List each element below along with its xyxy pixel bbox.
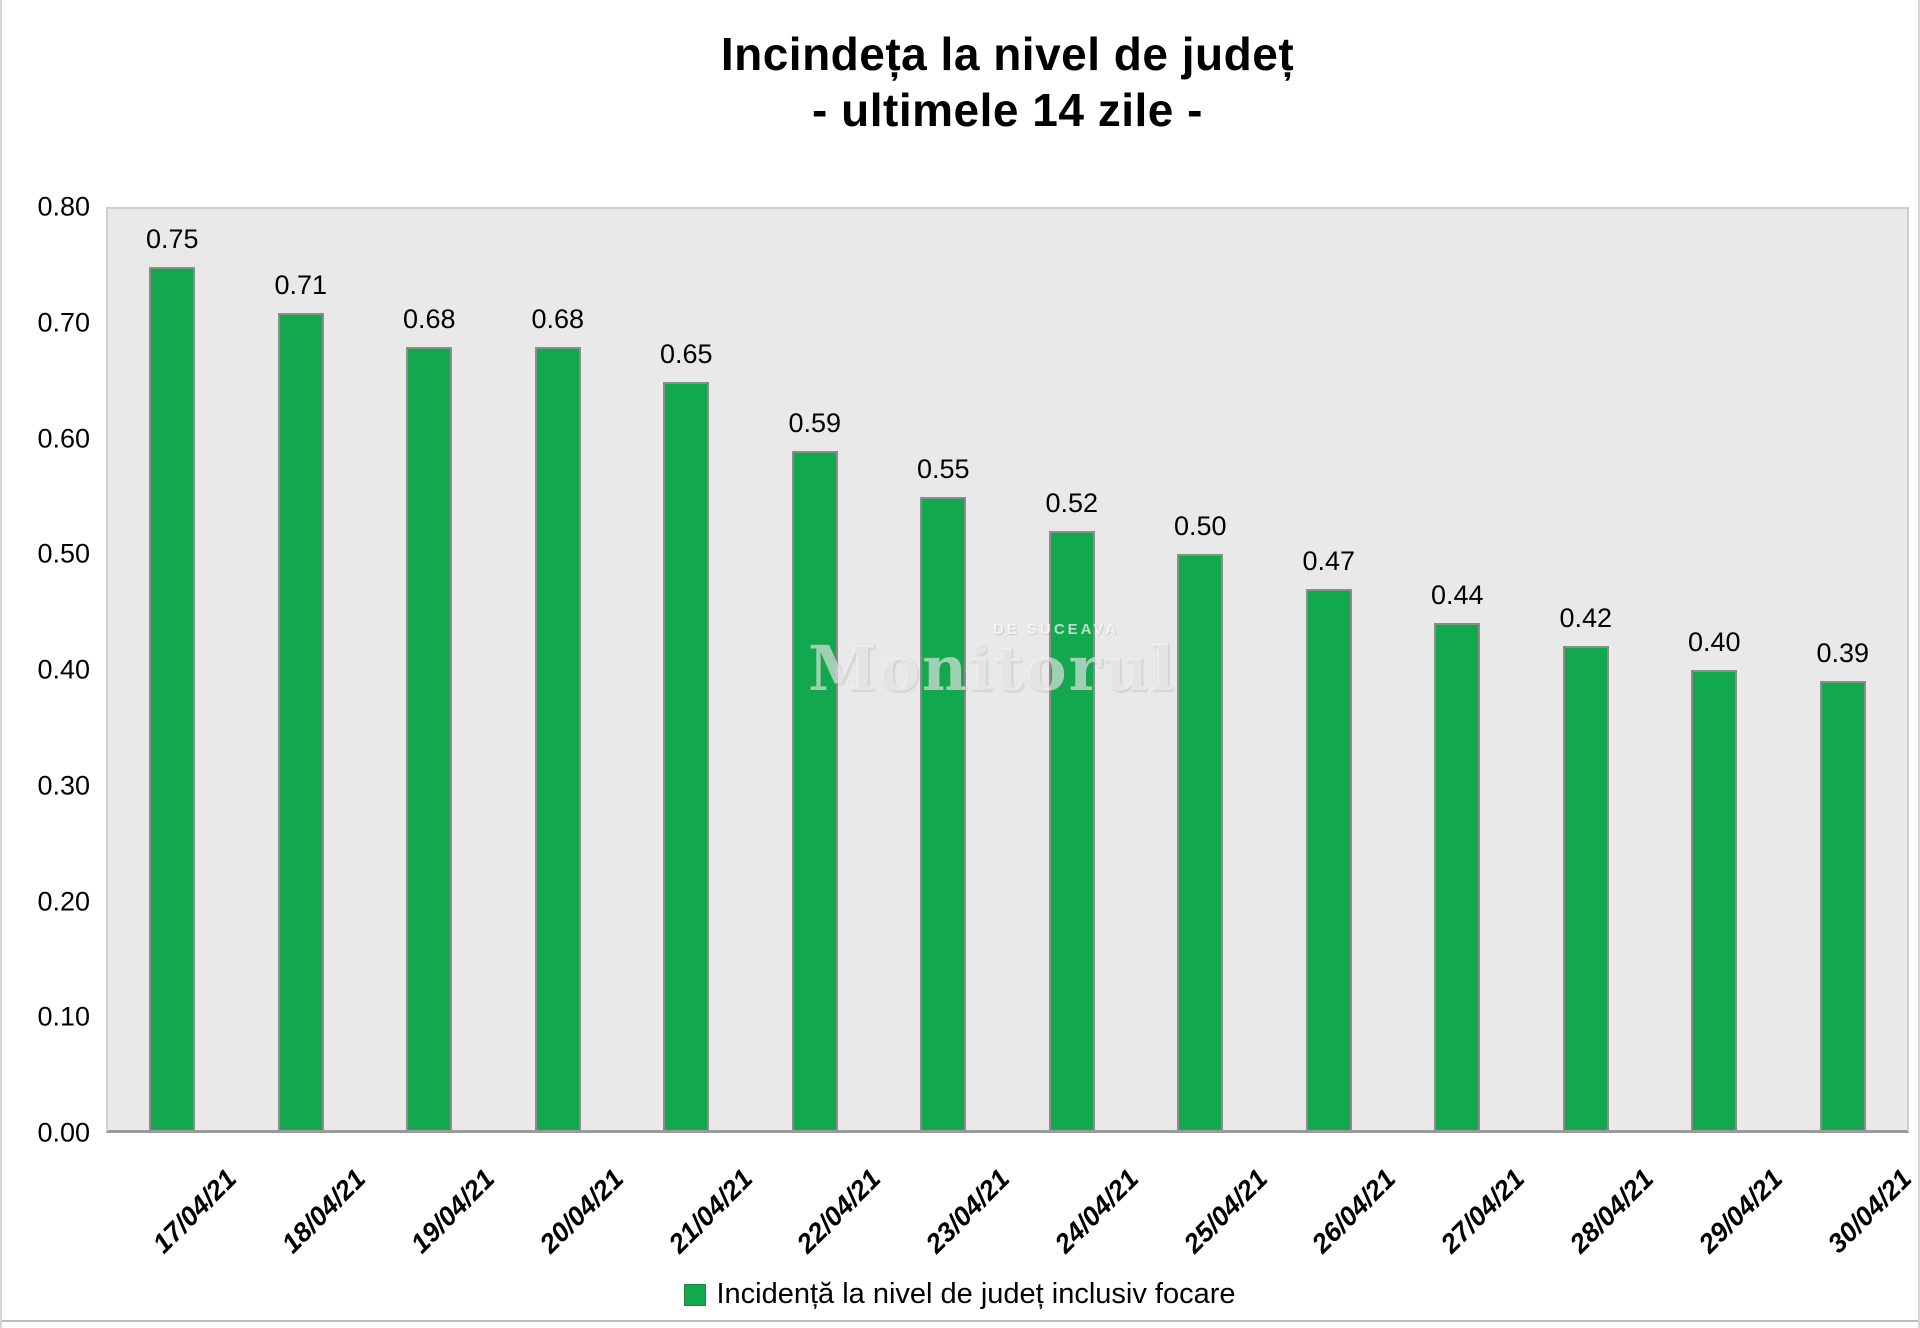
bar-25/04/21 — [1177, 554, 1224, 1130]
bar-value-label: 0.39 — [1816, 638, 1870, 669]
bar-value-label: 0.68 — [531, 304, 585, 335]
bar-value-label: 0.52 — [1045, 488, 1099, 519]
bar-slot: 0.39 — [1779, 209, 1908, 1130]
y-tick-label: 0.20 — [37, 886, 90, 916]
bar-24/04/21 — [1048, 531, 1095, 1130]
bar-23/04/21 — [920, 496, 967, 1130]
bar-20/04/21 — [534, 347, 581, 1130]
bar-slot: 0.50 — [1136, 209, 1265, 1130]
bar-slot: 0.44 — [1393, 209, 1522, 1130]
bar-slot: 0.68 — [494, 209, 623, 1130]
x-tick-label: 30/04/21 — [1821, 1163, 1918, 1259]
x-tick-label: 29/04/21 — [1692, 1163, 1789, 1259]
bar-slot: 0.52 — [1008, 209, 1137, 1130]
bar-value-label: 0.75 — [145, 223, 199, 254]
x-tick-label: 28/04/21 — [1563, 1163, 1660, 1259]
bar-slot: 0.68 — [365, 209, 494, 1130]
bar-slot: 0.75 — [108, 209, 237, 1130]
y-tick-label: 0.10 — [37, 1001, 90, 1032]
x-tick-label: 17/04/21 — [147, 1163, 243, 1259]
chart-title-line1: Incindeța la nivel de județ — [720, 28, 1295, 80]
x-tick-label: 18/04/21 — [276, 1163, 372, 1259]
legend-label: Incidență la nivel de județ inclusiv foc… — [716, 1278, 1236, 1310]
bar-value-label: 0.40 — [1687, 626, 1741, 657]
bar-26/04/21 — [1305, 588, 1352, 1130]
chart-title: Incindeța la nivel de județ - ultimele 1… — [106, 26, 1909, 138]
bar-value-label: 0.65 — [659, 338, 713, 369]
bar-28/04/21 — [1562, 646, 1609, 1130]
y-tick-label: 0.50 — [37, 538, 90, 569]
bar-slot: 0.71 — [237, 209, 366, 1130]
chart-title-line2: - ultimele 14 zile - — [812, 84, 1203, 137]
x-tick-label: 22/04/21 — [791, 1163, 887, 1259]
x-tick-label: 23/04/21 — [919, 1163, 1016, 1259]
bottom-divider — [2, 1320, 1918, 1322]
bar-value-label: 0.42 — [1559, 603, 1613, 634]
legend: Incidență la nivel de județ inclusiv foc… — [2, 1278, 1918, 1311]
plot-area: 0.75 0.71 0.68 0.68 0.65 0.59 0.55 0.52 0.50 0.47… — [106, 207, 1909, 1133]
bar-27/04/21 — [1434, 623, 1481, 1130]
y-tick-label: 0.60 — [37, 423, 90, 453]
bar-17/04/21 — [149, 266, 196, 1130]
x-tick-label: 24/04/21 — [1048, 1163, 1145, 1259]
y-tick-label: 0.40 — [37, 654, 90, 685]
bar-slot: 0.55 — [879, 209, 1008, 1130]
bar-value-label: 0.71 — [274, 269, 328, 300]
x-tick-label: 25/04/21 — [1177, 1163, 1274, 1259]
bar-18/04/21 — [277, 312, 324, 1130]
y-tick-label: 0.80 — [37, 191, 90, 222]
y-tick-label: 0.30 — [37, 770, 90, 801]
bars-container: 0.75 0.71 0.68 0.68 0.65 0.59 0.55 0.52 0.50 0.47… — [108, 209, 1907, 1130]
legend-swatch-icon — [684, 1283, 707, 1306]
bar-value-label: 0.55 — [916, 453, 970, 484]
bar-value-label: 0.59 — [788, 407, 842, 438]
y-tick-label: 0.00 — [37, 1117, 90, 1148]
bar-value-label: 0.68 — [402, 304, 456, 335]
bar-22/04/21 — [791, 450, 838, 1130]
x-tick-label: 19/04/21 — [404, 1163, 501, 1259]
x-tick-label: 20/04/21 — [533, 1163, 630, 1259]
bar-21/04/21 — [663, 381, 710, 1130]
y-axis: 0.00 0.10 0.20 0.30 0.40 0.50 0.60 0.70 0.80 — [2, 192, 90, 1148]
bar-slot: 0.59 — [751, 209, 880, 1130]
bar-19/04/21 — [406, 347, 453, 1130]
bar-slot: 0.42 — [1522, 209, 1651, 1130]
y-tick-label: 0.70 — [37, 307, 90, 338]
bar-slot: 0.40 — [1650, 209, 1779, 1130]
bar-slot: 0.47 — [1265, 209, 1394, 1130]
x-tick-label: 21/04/21 — [662, 1163, 758, 1259]
x-tick-label: 26/04/21 — [1306, 1163, 1402, 1259]
bar-value-label: 0.47 — [1302, 545, 1356, 576]
bar-29/04/21 — [1691, 669, 1738, 1130]
bar-value-label: 0.44 — [1430, 580, 1484, 611]
bar-value-label: 0.50 — [1173, 511, 1227, 542]
x-tick-label: 27/04/21 — [1435, 1163, 1531, 1259]
bar-30/04/21 — [1819, 681, 1866, 1130]
bar-slot: 0.65 — [622, 209, 751, 1130]
